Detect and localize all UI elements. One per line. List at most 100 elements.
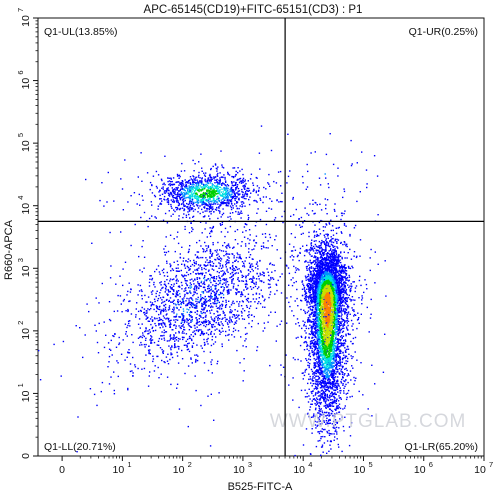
event-point	[353, 315, 355, 317]
event-point	[265, 196, 267, 198]
event-point	[233, 192, 235, 195]
event-point	[323, 242, 325, 244]
event-point	[178, 204, 180, 206]
event-point	[162, 186, 164, 188]
event-point	[345, 383, 347, 386]
event-point	[339, 356, 341, 358]
event-point	[219, 282, 221, 285]
event-point	[187, 207, 190, 210]
event-point	[171, 311, 173, 313]
event-point	[335, 358, 337, 361]
event-point	[214, 203, 217, 205]
event-point	[346, 328, 348, 330]
event-point	[271, 277, 274, 279]
event-point	[141, 368, 143, 370]
event-point	[320, 242, 322, 244]
event-point	[175, 282, 178, 284]
event-point	[138, 290, 141, 292]
event-point	[96, 341, 99, 344]
event-point	[142, 199, 144, 201]
event-point	[275, 182, 278, 184]
event-point	[315, 388, 318, 390]
event-point	[200, 404, 202, 407]
event-point	[196, 193, 198, 196]
event-point	[165, 314, 167, 316]
event-point	[274, 217, 277, 219]
event-point	[186, 265, 189, 268]
event-point	[169, 286, 171, 288]
event-point	[342, 299, 345, 302]
event-point	[183, 290, 185, 292]
event-point	[188, 190, 190, 193]
event-point	[219, 333, 221, 335]
event-point	[168, 291, 170, 293]
event-point	[120, 178, 122, 180]
event-point	[194, 311, 196, 314]
event-point	[152, 319, 154, 321]
event-point	[141, 195, 143, 197]
event-point	[191, 179, 194, 181]
event-point	[215, 198, 218, 200]
event-point	[306, 296, 308, 298]
event-point	[201, 186, 203, 188]
event-point	[189, 197, 191, 200]
event-point	[182, 198, 185, 200]
event-point	[131, 370, 133, 372]
event-point	[218, 294, 221, 296]
event-point	[217, 323, 220, 326]
event-point	[185, 340, 187, 342]
event-point	[225, 286, 228, 288]
event-point	[189, 217, 191, 219]
event-point	[212, 195, 214, 198]
event-point	[184, 179, 186, 181]
event-point	[384, 333, 386, 335]
event-point	[196, 277, 198, 279]
event-point	[108, 361, 110, 363]
event-point	[178, 215, 180, 217]
event-point	[164, 291, 166, 293]
event-point	[312, 322, 315, 324]
event-point	[205, 298, 207, 300]
event-point	[155, 170, 158, 173]
event-point	[212, 184, 214, 186]
event-point	[76, 451, 78, 453]
event-point	[268, 233, 271, 236]
event-point	[317, 395, 320, 397]
event-point	[240, 257, 242, 259]
event-point	[189, 196, 191, 198]
event-point	[173, 183, 176, 186]
event-point	[201, 188, 204, 191]
event-point	[181, 187, 183, 189]
event-point	[248, 322, 250, 325]
event-point	[337, 323, 339, 325]
event-point	[148, 285, 151, 287]
event-point	[255, 190, 258, 192]
event-point	[171, 286, 173, 289]
event-point	[244, 333, 247, 335]
event-point	[193, 201, 195, 204]
event-point	[219, 177, 221, 179]
event-point	[205, 320, 208, 322]
event-point	[218, 308, 221, 310]
event-point	[88, 310, 90, 313]
event-point	[343, 323, 345, 325]
event-point	[168, 180, 171, 182]
event-point	[190, 283, 192, 286]
event-point	[212, 343, 215, 345]
event-point	[225, 261, 227, 263]
event-point	[125, 310, 127, 312]
event-point	[130, 313, 133, 315]
event-point	[199, 185, 201, 187]
event-point	[280, 200, 282, 203]
event-point	[136, 302, 138, 304]
event-point	[224, 273, 226, 275]
event-point	[166, 293, 168, 295]
event-point	[337, 330, 339, 333]
event-point	[190, 311, 193, 313]
event-point	[279, 276, 281, 278]
event-point	[309, 288, 311, 290]
event-point	[235, 259, 237, 261]
event-point	[193, 289, 196, 291]
event-point	[182, 195, 184, 197]
event-point	[195, 298, 197, 300]
